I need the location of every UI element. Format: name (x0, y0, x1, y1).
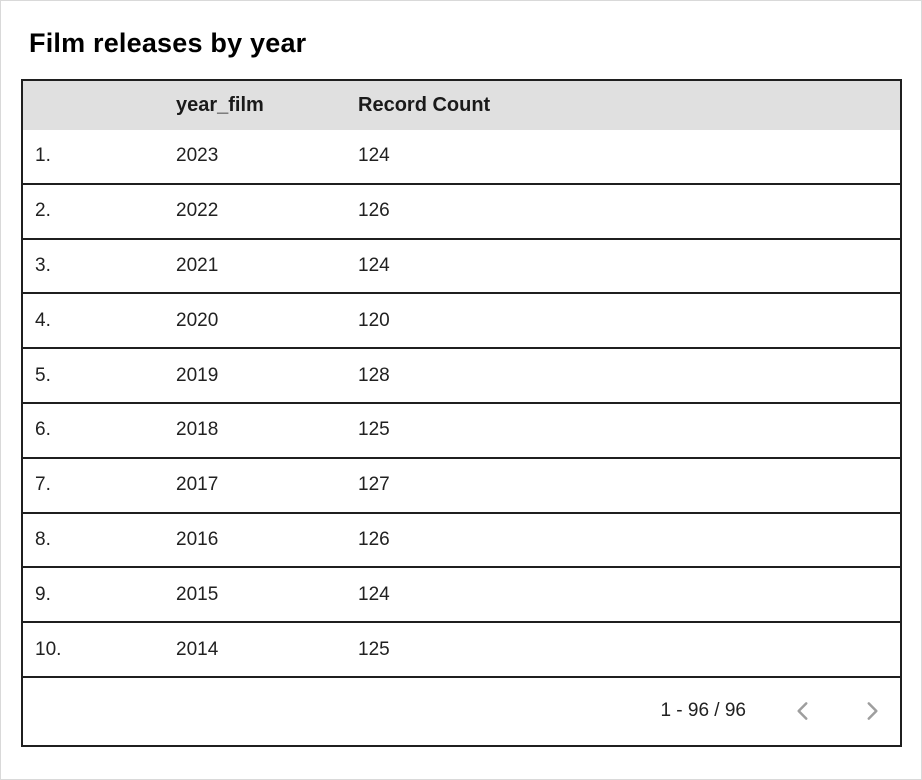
cell-record-count: 124 (358, 145, 390, 167)
row-index: 5. (35, 364, 51, 386)
row-index: 2. (35, 200, 51, 222)
cell-year-film: 2017 (176, 474, 219, 496)
pagination-prev-button[interactable] (788, 696, 818, 726)
cell-year-film: 2020 (176, 309, 219, 331)
row-index: 8. (35, 528, 51, 550)
row-index: 10. (35, 638, 62, 660)
table-row: 8. 2016 126 (23, 511, 900, 567)
table-row: 2. 2022 126 (23, 182, 900, 238)
cell-year-film: 2015 (176, 583, 219, 605)
header-cell-record-count[interactable]: Record Count (358, 94, 491, 116)
cell-record-count: 120 (358, 309, 390, 331)
cell-record-count: 128 (358, 364, 390, 386)
table-header-row: year_film Record Count (23, 81, 900, 130)
cell-record-count: 127 (358, 474, 390, 496)
table-row: 9. 2015 124 (23, 566, 900, 622)
pagination-range-label: 1 - 96 / 96 (660, 700, 746, 722)
cell-year-film: 2014 (176, 638, 219, 660)
table-row: 3. 2021 124 (23, 237, 900, 293)
cell-year-film: 2018 (176, 419, 219, 441)
cell-record-count: 126 (358, 200, 390, 222)
row-index: 1. (35, 145, 51, 167)
cell-record-count: 126 (358, 528, 390, 550)
row-index: 6. (35, 419, 51, 441)
cell-year-film: 2021 (176, 254, 219, 276)
data-table: year_film Record Count 1. 2023 124 2. 20… (21, 79, 902, 747)
row-index: 9. (35, 583, 51, 605)
cell-record-count: 124 (358, 254, 390, 276)
row-index: 7. (35, 474, 51, 496)
cell-record-count: 125 (358, 638, 390, 660)
table-pagination-bar: 1 - 96 / 96 (23, 675, 900, 745)
cell-year-film: 2023 (176, 145, 219, 167)
table-row: 1. 2023 124 (23, 130, 900, 183)
table-row: 4. 2020 120 (23, 292, 900, 348)
cell-year-film: 2019 (176, 364, 219, 386)
row-index: 4. (35, 309, 51, 331)
chevron-right-icon (859, 698, 885, 724)
pagination-next-button[interactable] (857, 696, 887, 726)
table-row: 10. 2014 125 (23, 621, 900, 676)
table-row: 7. 2017 127 (23, 456, 900, 512)
chevron-left-icon (790, 698, 816, 724)
cell-record-count: 124 (358, 583, 390, 605)
cell-year-film: 2016 (176, 528, 219, 550)
header-cell-year-film[interactable]: year_film (176, 94, 264, 116)
cell-record-count: 125 (358, 419, 390, 441)
chart-title: Film releases by year (29, 28, 307, 58)
table-row: 5. 2019 128 (23, 347, 900, 402)
table-row: 6. 2018 125 (23, 401, 900, 457)
cell-year-film: 2022 (176, 200, 219, 222)
row-index: 3. (35, 254, 51, 276)
